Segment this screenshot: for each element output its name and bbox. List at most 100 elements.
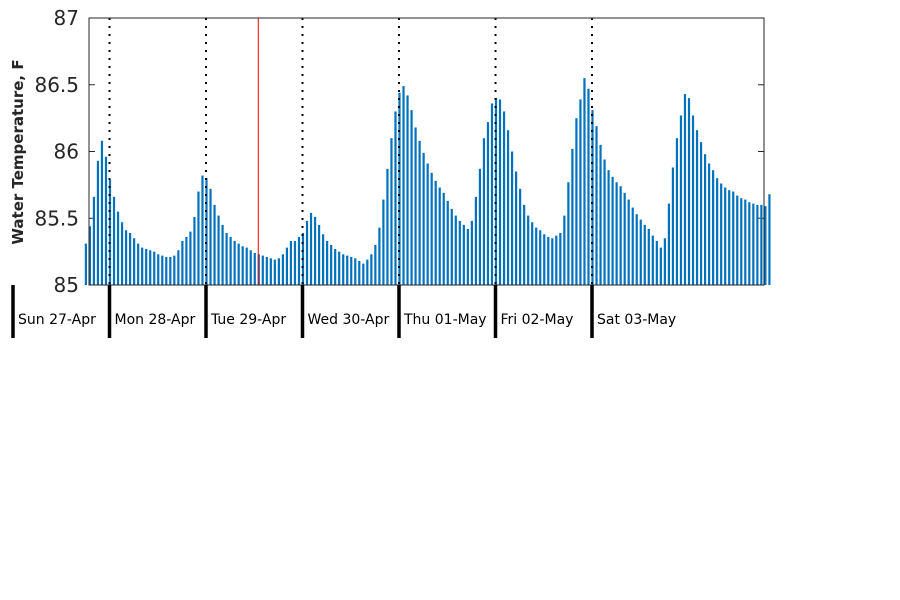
bar [309, 212, 313, 285]
bar [647, 228, 650, 285]
bar [261, 255, 264, 285]
bar [744, 199, 747, 285]
bar [281, 254, 284, 285]
bar [615, 182, 618, 285]
bar [173, 255, 176, 285]
bar [177, 250, 180, 285]
bar [330, 244, 333, 285]
bar [458, 220, 461, 285]
bar [434, 180, 437, 285]
bar [575, 118, 578, 286]
bar [205, 178, 208, 285]
bar [366, 259, 369, 285]
plot-area-frame [88, 17, 765, 286]
bar [161, 255, 164, 285]
bar [663, 238, 666, 285]
bar [221, 224, 224, 285]
bar [667, 203, 670, 285]
bar [583, 78, 586, 285]
bar [679, 115, 683, 286]
bar [422, 152, 425, 285]
bar [655, 240, 658, 285]
y-tick-label: 85.5 [34, 206, 79, 230]
bar [120, 222, 124, 285]
bar [358, 260, 361, 285]
bar [406, 95, 409, 286]
bar [249, 250, 252, 285]
y-tick-label: 87 [54, 6, 79, 30]
bar [169, 256, 172, 285]
bar [756, 204, 759, 285]
bar [165, 256, 168, 285]
bar [551, 238, 554, 285]
bar [245, 247, 248, 285]
bar [414, 127, 417, 285]
bar [639, 219, 642, 285]
bar [635, 214, 638, 285]
bar [764, 206, 767, 285]
bar [265, 256, 268, 285]
bar [201, 175, 204, 285]
bar [293, 240, 297, 285]
bar [322, 234, 325, 285]
bar [691, 115, 695, 286]
bar [728, 190, 731, 285]
bar [269, 258, 272, 285]
bar [370, 254, 373, 285]
bar [273, 259, 276, 285]
bar [313, 216, 317, 285]
bar [462, 224, 465, 285]
bar [506, 130, 510, 285]
bar [474, 196, 477, 285]
bar [571, 148, 574, 285]
bar [141, 247, 144, 285]
bar [527, 215, 530, 285]
y-tick-label: 85 [54, 273, 79, 297]
bar [627, 199, 630, 285]
bar [354, 258, 357, 285]
bar [607, 170, 610, 285]
day-labels: Sun 27-Apr Mon 28-Apr Tue 29-Apr Wed 30-Apr… [11, 285, 676, 338]
bar [342, 254, 345, 285]
y-axis: Water Temperature, F [9, 59, 27, 244]
bar [386, 168, 389, 285]
bar [523, 204, 526, 285]
bar [193, 216, 196, 285]
bar [334, 248, 337, 285]
bar [326, 240, 329, 285]
bar [277, 258, 280, 285]
bar [450, 208, 453, 285]
bar [454, 215, 457, 285]
bar [531, 222, 534, 285]
bar [547, 236, 550, 285]
bar [229, 236, 232, 285]
bar [478, 168, 482, 285]
bar [748, 202, 751, 285]
bar [374, 244, 377, 285]
bar [137, 243, 140, 285]
bar [494, 98, 498, 285]
bar [124, 230, 128, 285]
bar [470, 220, 473, 285]
bar [100, 140, 104, 285]
bar [466, 228, 469, 285]
day-label: Sat 03-May [597, 312, 676, 328]
bar [225, 232, 228, 285]
day-label: Fri 02-May [501, 312, 574, 328]
bar [703, 154, 707, 285]
bar [498, 99, 502, 286]
bar [567, 182, 570, 285]
day-label: Mon 28-Apr [115, 312, 196, 328]
bar [233, 240, 236, 285]
bar [736, 195, 739, 285]
bar [486, 122, 490, 285]
bar [153, 251, 156, 286]
day-label: Tue 29-Apr [210, 312, 286, 328]
bar [595, 126, 598, 285]
bar [716, 178, 719, 285]
bar [189, 231, 192, 285]
bar [104, 156, 108, 285]
bar [157, 254, 160, 285]
day-label: Sun 27-Apr [18, 312, 96, 328]
bar [732, 191, 735, 285]
